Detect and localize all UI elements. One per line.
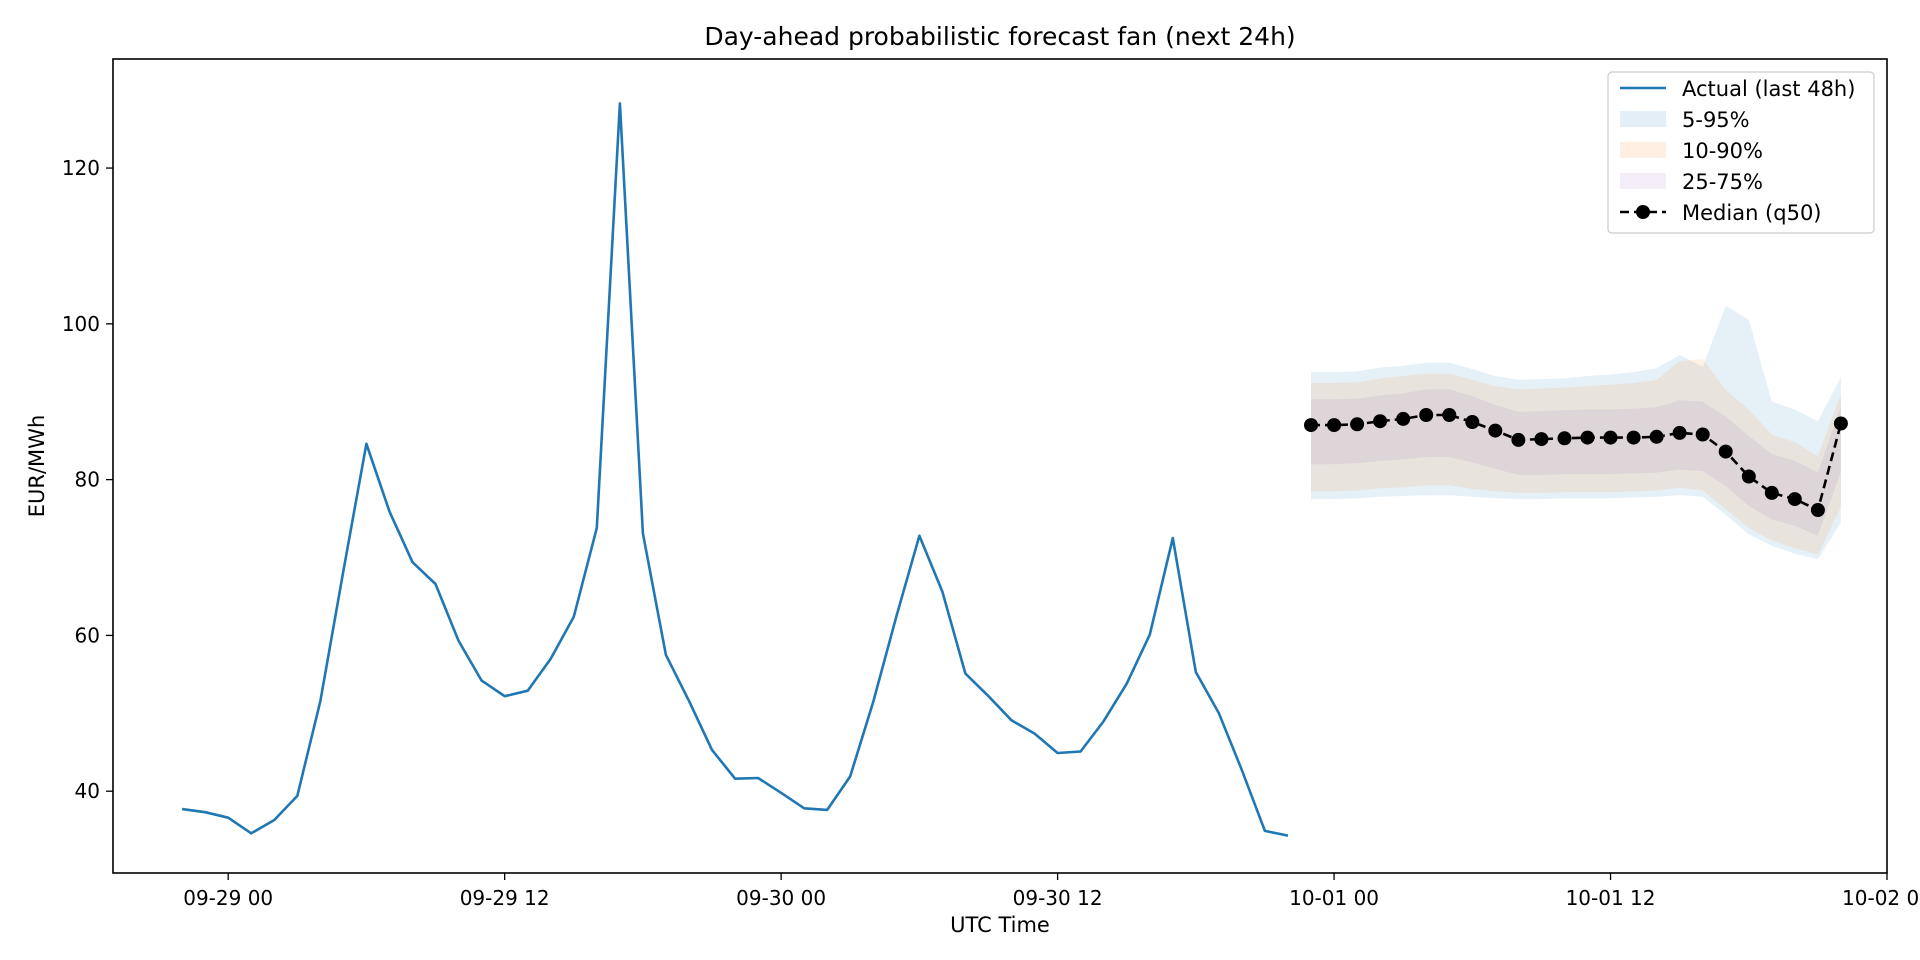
legend-median-marker xyxy=(1636,205,1650,219)
plot-frame xyxy=(112,58,1888,874)
forecast-band-5-95 xyxy=(1311,305,1841,560)
x-tick-label: 10-02 00 xyxy=(1842,886,1920,910)
x-tick-label: 10-01 00 xyxy=(1289,886,1379,910)
y-tick-label: 60 xyxy=(75,623,100,647)
median-point xyxy=(1465,415,1480,429)
median-point xyxy=(1764,485,1779,500)
y-axis-ticks: 40 60 80 100 120 xyxy=(62,156,113,803)
median-point xyxy=(1833,416,1848,431)
x-tick-label: 09-29 00 xyxy=(183,886,273,910)
legend-band-25-75-swatch xyxy=(1620,173,1666,189)
legend-band-10-90-swatch xyxy=(1620,142,1666,158)
median-point xyxy=(1718,444,1733,459)
median-point xyxy=(1534,432,1549,447)
legend-band-5-95-label: 5-95% xyxy=(1682,108,1750,132)
median-point xyxy=(1557,431,1572,446)
median-point xyxy=(1787,492,1802,507)
x-axis-label: UTC Time xyxy=(950,913,1050,937)
legend-band-5-95-swatch xyxy=(1620,111,1666,127)
legend: Actual (last 48h) 5-95% 10-90% 25-75% Me… xyxy=(1607,71,1875,234)
median-series xyxy=(1304,408,1848,517)
forecast-band-25-75 xyxy=(1311,389,1841,536)
median-point xyxy=(1442,408,1457,422)
y-tick-label: 80 xyxy=(75,468,100,492)
actual-series xyxy=(181,102,1289,837)
x-tick-label: 09-30 12 xyxy=(1013,886,1103,910)
y-tick-label: 100 xyxy=(62,312,100,336)
median-point xyxy=(1603,430,1618,445)
median-point xyxy=(1695,427,1710,442)
median-point xyxy=(1419,408,1434,422)
x-axis-ticks: 09-29 00 09-29 12 09-30 00 09-30 12 10-01 00… xyxy=(183,873,1920,910)
median-point xyxy=(1741,469,1756,484)
median-point xyxy=(1327,418,1342,433)
y-axis-label: EUR/MWh xyxy=(25,415,49,518)
median-point xyxy=(1649,429,1664,444)
y-tick-label: 40 xyxy=(75,779,100,803)
median-point xyxy=(1626,430,1641,445)
median-point xyxy=(1511,432,1526,447)
legend-band-10-90-label: 10-90% xyxy=(1682,139,1763,163)
median-point xyxy=(1488,423,1503,438)
legend-band-25-75-label: 25-75% xyxy=(1682,170,1763,194)
median-point xyxy=(1373,414,1388,429)
chart-title: Day-ahead probabilistic forecast fan (ne… xyxy=(704,22,1295,51)
median-point xyxy=(1350,417,1365,432)
legend-frame xyxy=(1607,71,1875,234)
forecast-band-10-90 xyxy=(1311,358,1841,555)
legend-actual-label: Actual (last 48h) xyxy=(1682,77,1855,101)
median-point xyxy=(1580,430,1595,445)
quantile-bands xyxy=(1311,305,1841,560)
median-point xyxy=(1304,418,1318,433)
x-tick-label: 09-30 00 xyxy=(736,886,826,910)
plot-area xyxy=(181,102,1848,837)
legend-median-label: Median (q50) xyxy=(1682,201,1822,225)
median-point xyxy=(1672,425,1687,440)
x-tick-label: 10-01 12 xyxy=(1566,886,1656,910)
y-tick-label: 120 xyxy=(62,156,100,180)
actual-line xyxy=(181,102,1289,837)
median-point xyxy=(1396,411,1411,426)
median-point xyxy=(1810,503,1825,517)
x-tick-label: 09-29 12 xyxy=(460,886,550,910)
